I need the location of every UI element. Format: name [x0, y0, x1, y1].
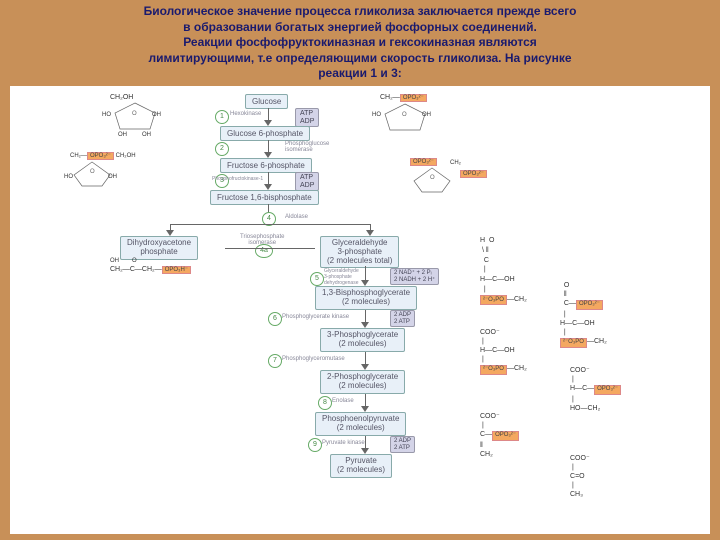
svg-text:O: O: [430, 175, 435, 181]
svg-text:O: O: [402, 112, 407, 118]
enzyme-4a: Triosephosphate isomerase: [240, 234, 284, 246]
enzyme-8: Enolase: [332, 398, 354, 404]
header-line-2: в образовании богатых энергией фосфорных…: [183, 20, 537, 34]
nad-5: 2 NAD⁺ + 2 Pᵢ 2 NADH + 2 H⁺: [390, 268, 439, 285]
header-text: Биологическое значение процесса гликолиз…: [0, 0, 720, 86]
atp-3: ATP ADP: [295, 172, 319, 191]
enzyme-9: Pyruvate kinase: [322, 440, 365, 446]
header-line-1: Биологическое значение процесса гликолиз…: [144, 4, 577, 18]
pyruvate-structure: COO⁻ | C=O | CH₃: [570, 454, 590, 499]
enzyme-6: Phosphoglycerate kinase: [282, 314, 349, 320]
adp-6: 2 ADP 2 ATP: [390, 310, 415, 327]
g6p-box: Glucose 6-phosphate: [220, 126, 310, 141]
pyruvate-box: Pyruvate (2 molecules): [330, 454, 392, 478]
step-9: 9: [308, 438, 322, 452]
bpg-box: 1,3-Bisphosphoglycerate (2 molecules): [315, 286, 417, 310]
pg2-structure: COO⁻ | H—C—OPO₃²⁻ | HO—CH₂: [570, 366, 621, 413]
bpg-structure: O ‖ C—OPO₃²⁻ | H—C—OH | ²⁻O₃PO—CH₂: [560, 281, 607, 348]
header-line-4: лимитирующими, т.е определяющими скорост…: [148, 51, 571, 65]
f16bp-structure: OPO₃²⁻ O CH₂ OPO₃²⁻: [410, 158, 455, 198]
step-5: 5: [310, 272, 324, 286]
step-7: 7: [268, 354, 282, 368]
enzyme-1: Hexokinase: [230, 111, 261, 117]
enzyme-5: Glyceraldehyde 3-phosphate dehydrogenase: [324, 268, 359, 286]
enzyme-7: Phosphoglyceromutase: [282, 356, 345, 362]
atp-1: ATP ADP: [295, 108, 319, 127]
pathway-diagram: Glucose 1 Hexokinase ATP ADP Glucose 6-p…: [10, 86, 710, 534]
dhap-box: Dihydroxyacetone phosphate: [120, 236, 198, 260]
header-line-5: реакции 1 и 3:: [318, 66, 402, 80]
pep-box: Phosphoenolpyruvate (2 molecules): [315, 412, 406, 436]
svg-text:O: O: [90, 169, 95, 175]
g6p-structure: CH₂—OPO₃²⁻ O HO OH: [380, 94, 430, 139]
glucose-box: Glucose: [245, 94, 288, 109]
step-8: 8: [318, 396, 332, 410]
g3p-box: Glyceraldehyde 3-phosphate (2 molecules …: [320, 236, 399, 268]
step-4a: 4a: [255, 244, 273, 258]
f6p-box: Fructose 6-phosphate: [220, 158, 312, 173]
header-line-3: Реакции фосфофруктокиназная и гексокиназ…: [183, 35, 537, 49]
step-6: 6: [268, 312, 282, 326]
pep-structure: COO⁻ | C—OPO₃²⁻ ‖ CH₂: [480, 412, 519, 459]
enzyme-3: Phosphofructokinase-1: [212, 176, 263, 182]
pg3-box: 3-Phosphoglycerate (2 molecules): [320, 328, 405, 352]
step-1: 1: [215, 110, 229, 124]
enzyme-4: Aldolase: [285, 214, 308, 220]
f6p-structure: CH₂—OPO₃²⁻ CH₂OH O HO OH: [70, 152, 136, 192]
step-2: 2: [215, 142, 229, 156]
g3p-structure: H O \ ‖ C | H—C—OH | ²⁻O₃PO—CH₂: [480, 236, 527, 305]
glucose-structure: CH₂OH O HO OH OH OH: [110, 94, 160, 138]
dhap-structure: CH₂—C—CH₂—OPO₃H⁻ OH O: [110, 266, 191, 274]
pg3-structure: COO⁻ | H—C—OH | ²⁻O₃PO—CH₂: [480, 328, 527, 375]
pg2-box: 2-Phosphoglycerate (2 molecules): [320, 370, 405, 394]
svg-text:O: O: [132, 111, 137, 117]
enzyme-2: Phosphoglucose isomerase: [285, 141, 329, 153]
adp-9: 2 ADP 2 ATP: [390, 436, 415, 453]
f16bp-box: Fructose 1,6-bisphosphate: [210, 190, 319, 205]
